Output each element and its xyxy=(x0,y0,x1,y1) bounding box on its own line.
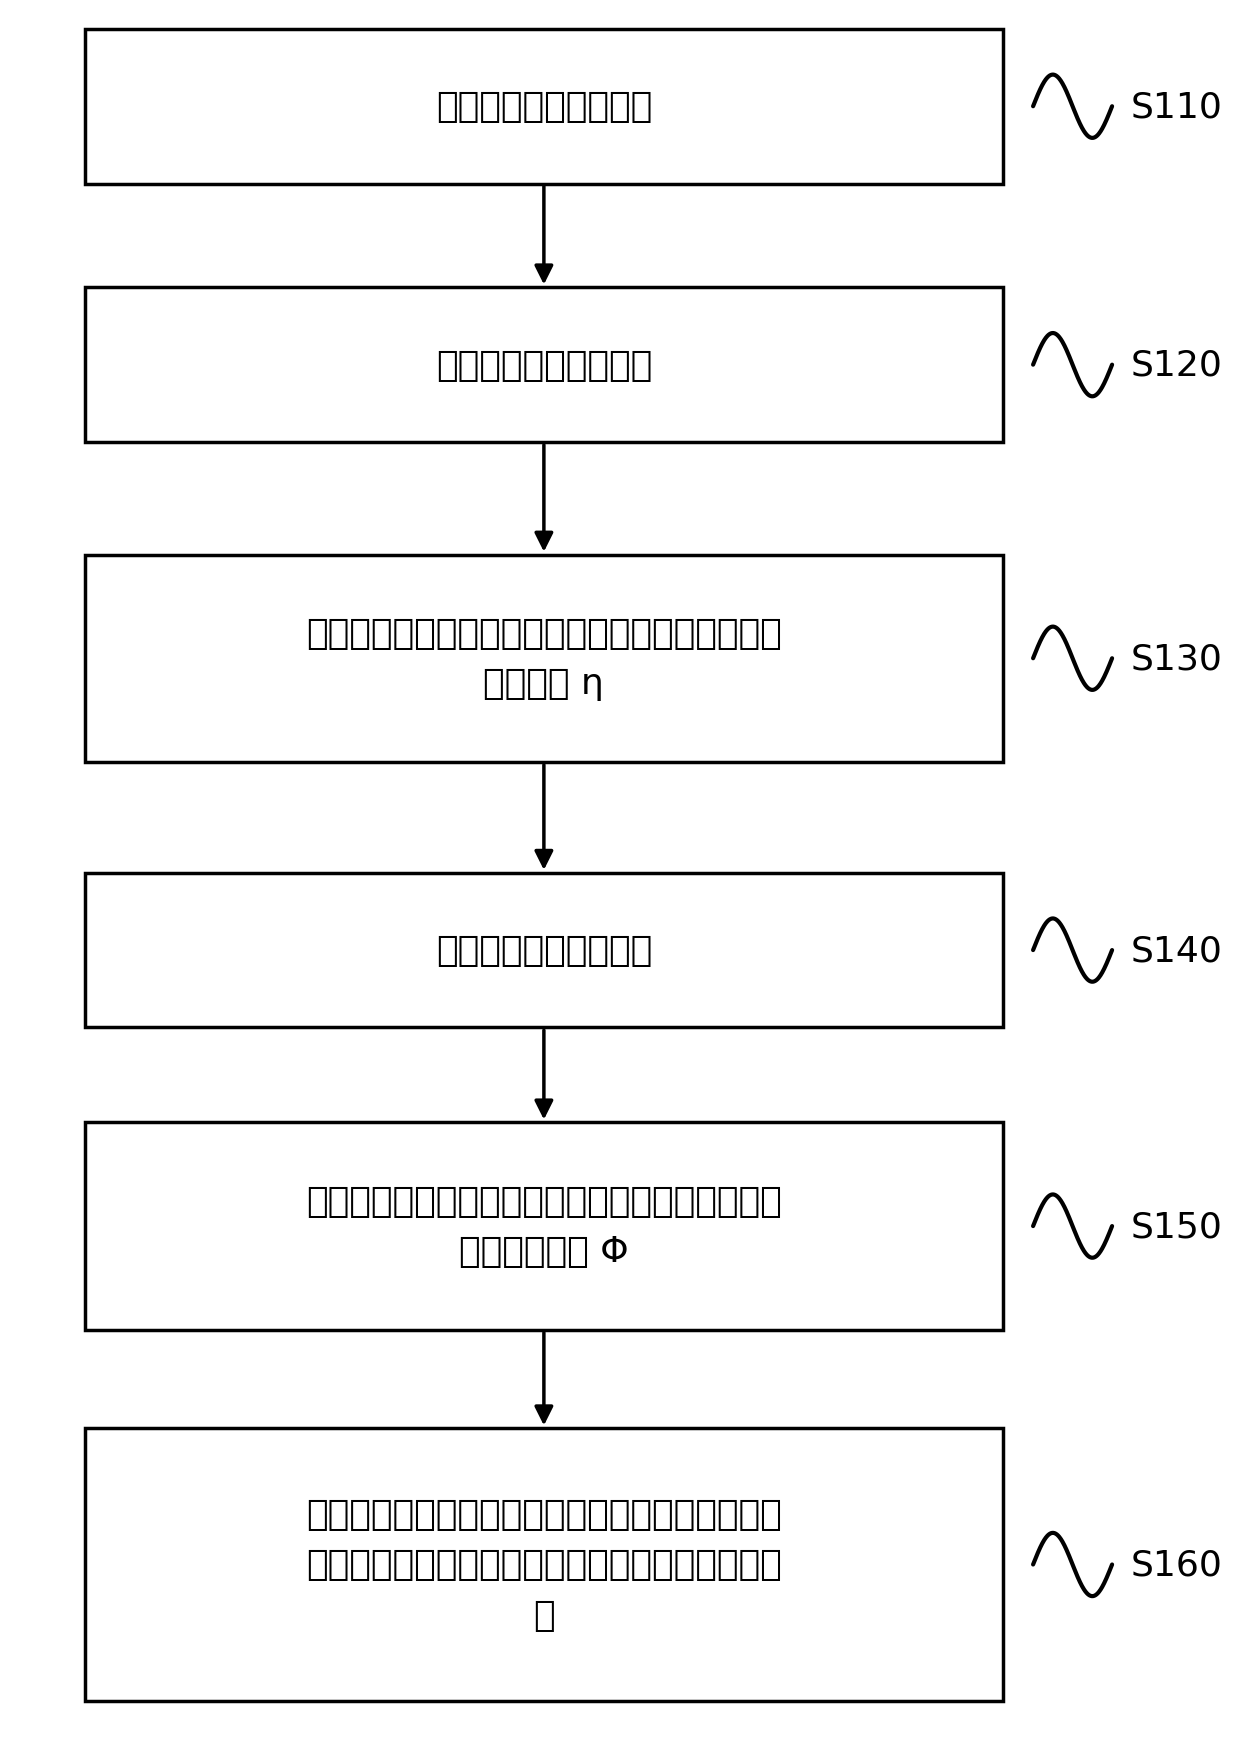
Text: 构建机械等效阻抗网络: 构建机械等效阻抗网络 xyxy=(435,933,652,968)
Text: S130: S130 xyxy=(1131,641,1223,676)
Text: 构建所述第二等效电路: 构建所述第二等效电路 xyxy=(435,348,652,383)
Text: 构建所述第一等效电路: 构建所述第一等效电路 xyxy=(435,90,652,125)
Text: S120: S120 xyxy=(1131,348,1223,383)
Text: S110: S110 xyxy=(1131,90,1223,125)
Bar xyxy=(86,1123,1003,1330)
Bar xyxy=(86,288,1003,443)
Text: 根据所述第一等效电路、第二等效电路、机械等效
阻抗网络，建立所述电声纵振换能器的整体等效电
路: 根据所述第一等效电路、第二等效电路、机械等效 阻抗网络，建立所述电声纵振换能器的… xyxy=(306,1497,781,1632)
Bar xyxy=(86,30,1003,184)
Bar xyxy=(86,873,1003,1028)
Text: 确定所述机械等效阻抗网络与第一等效电路之间绕
组的第二变比 Φ: 确定所述机械等效阻抗网络与第一等效电路之间绕 组的第二变比 Φ xyxy=(306,1184,781,1269)
Text: 确定所述第二等效电路与第一等效电路之间绕组的
第一变比 η: 确定所述第二等效电路与第一等效电路之间绕组的 第一变比 η xyxy=(306,617,781,701)
Bar xyxy=(86,555,1003,763)
Text: S160: S160 xyxy=(1131,1548,1223,1581)
Bar xyxy=(86,1428,1003,1701)
Text: S140: S140 xyxy=(1131,933,1223,968)
Text: S150: S150 xyxy=(1131,1209,1223,1244)
